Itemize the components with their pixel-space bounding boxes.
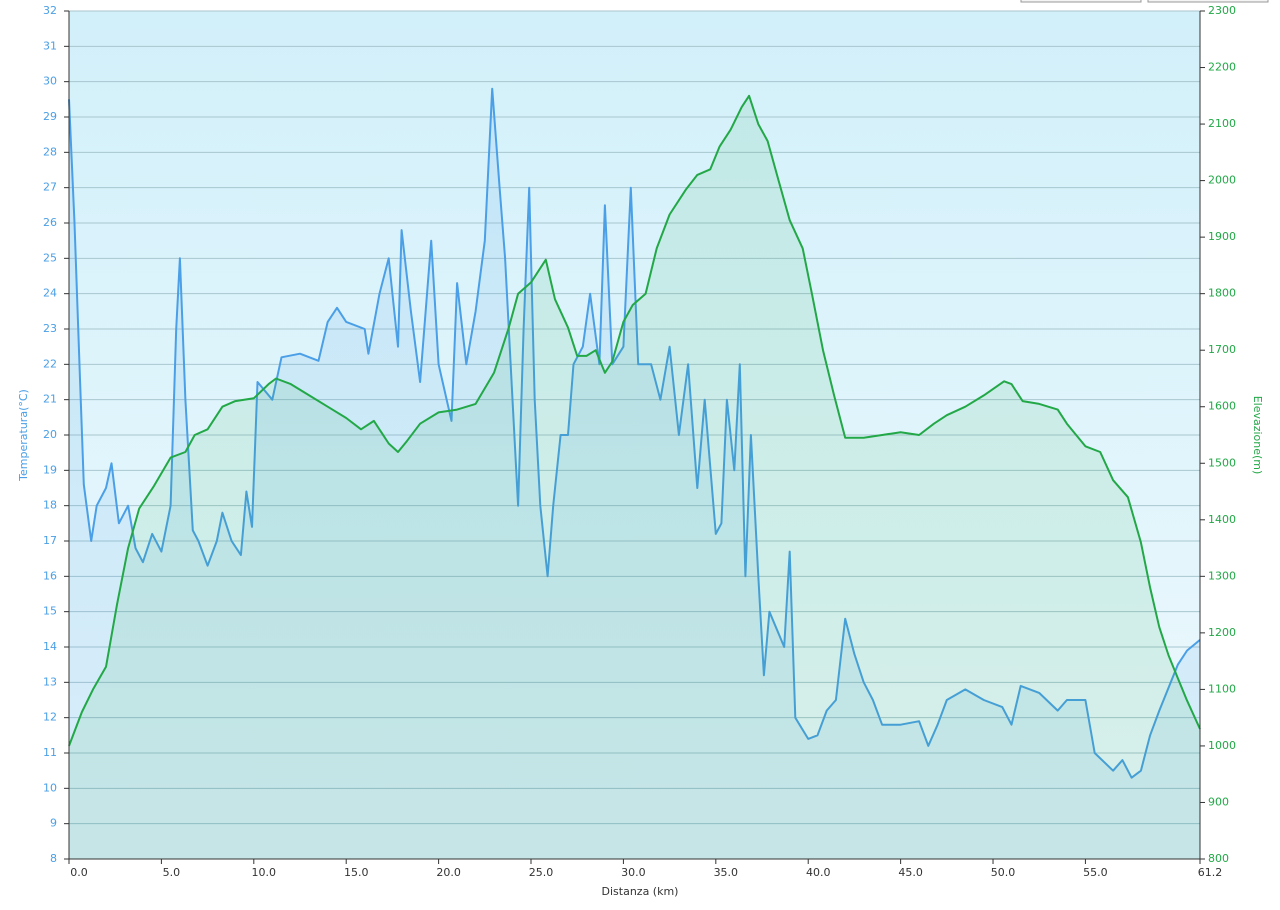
button[interactable] bbox=[1020, 0, 1142, 3]
y-tick-label: 24 bbox=[43, 287, 57, 300]
x-tick-label: 25.0 bbox=[529, 866, 554, 879]
y-tick-label: 21 bbox=[43, 393, 57, 406]
y2-tick-label: 1200 bbox=[1208, 626, 1236, 639]
x-tick-label: 50.0 bbox=[991, 866, 1016, 879]
y-tick-label: 15 bbox=[43, 605, 57, 618]
y-tick-label: 11 bbox=[43, 746, 57, 759]
x-tick-label: 10.0 bbox=[252, 866, 277, 879]
y-tick-label: 23 bbox=[43, 322, 57, 335]
y-tick-label: 12 bbox=[43, 711, 57, 724]
y2-tick-label: 1300 bbox=[1208, 569, 1236, 582]
x-tick-label: 45.0 bbox=[898, 866, 923, 879]
button[interactable] bbox=[1147, 0, 1269, 3]
y-tick-label: 13 bbox=[43, 675, 57, 688]
line bbox=[68, 87, 1201, 779]
y-tick-label: 25 bbox=[43, 251, 57, 264]
y2-tick-label: 1400 bbox=[1208, 513, 1236, 526]
x-tick-label: 35.0 bbox=[714, 866, 739, 879]
y-tick-label: 14 bbox=[43, 640, 57, 653]
y-tick-label: 28 bbox=[43, 145, 57, 158]
area bbox=[69, 88, 1200, 859]
y-tick-label: 22 bbox=[43, 357, 57, 370]
y-tick-label: 31 bbox=[43, 39, 57, 52]
x-tick-label: 40.0 bbox=[806, 866, 831, 879]
y2-tick-label: 1600 bbox=[1208, 400, 1236, 413]
y-tick-label: 26 bbox=[43, 216, 57, 229]
x-tick-label: 20.0 bbox=[436, 866, 461, 879]
y-tick-label: 16 bbox=[43, 569, 57, 582]
y-tick-label: 19 bbox=[43, 463, 57, 476]
y-axis-label: Temperatura(°C) bbox=[17, 389, 30, 482]
y2-tick-label: 1900 bbox=[1208, 230, 1236, 243]
y2-tick-label: 1800 bbox=[1208, 287, 1236, 300]
y2-tick-label: 2200 bbox=[1208, 61, 1236, 74]
y-tick-label: 30 bbox=[43, 75, 57, 88]
y2-tick-label: 2300 bbox=[1208, 4, 1236, 17]
y2-tick-label: 1000 bbox=[1208, 739, 1236, 752]
x-tick-label: 30.0 bbox=[621, 866, 646, 879]
x-tick-label: 61.2 bbox=[1198, 866, 1223, 879]
y2-axis-label: Elevazione(m) bbox=[1251, 396, 1264, 475]
y-tick-label: 9 bbox=[50, 817, 57, 830]
y2-tick-label: 800 bbox=[1208, 852, 1229, 865]
y-tick-label: 27 bbox=[43, 181, 57, 194]
y2-tick-label: 1100 bbox=[1208, 682, 1236, 695]
y-tick-label: 17 bbox=[43, 534, 57, 547]
y2-tick-label: 2000 bbox=[1208, 174, 1236, 187]
y-tick-label: 10 bbox=[43, 781, 57, 794]
y-tick-label: 20 bbox=[43, 428, 57, 441]
y2-tick-label: 900 bbox=[1208, 795, 1229, 808]
x-tick-label: 15.0 bbox=[344, 866, 369, 879]
area bbox=[69, 95, 1200, 860]
x-axis-label: Distanza (km) bbox=[602, 885, 679, 898]
y2-tick-label: 1500 bbox=[1208, 456, 1236, 469]
y-tick-label: 32 bbox=[43, 4, 57, 17]
x-tick-label: 0.0 bbox=[70, 866, 88, 879]
x-tick-label: 5.0 bbox=[163, 866, 181, 879]
y2-tick-label: 2100 bbox=[1208, 117, 1236, 130]
y2-tick-label: 1700 bbox=[1208, 343, 1236, 356]
line bbox=[68, 94, 1201, 747]
y-tick-label: 8 bbox=[50, 852, 57, 865]
y-tick-label: 18 bbox=[43, 499, 57, 512]
x-tick-label: 55.0 bbox=[1083, 866, 1108, 879]
y-tick-label: 29 bbox=[43, 110, 57, 123]
